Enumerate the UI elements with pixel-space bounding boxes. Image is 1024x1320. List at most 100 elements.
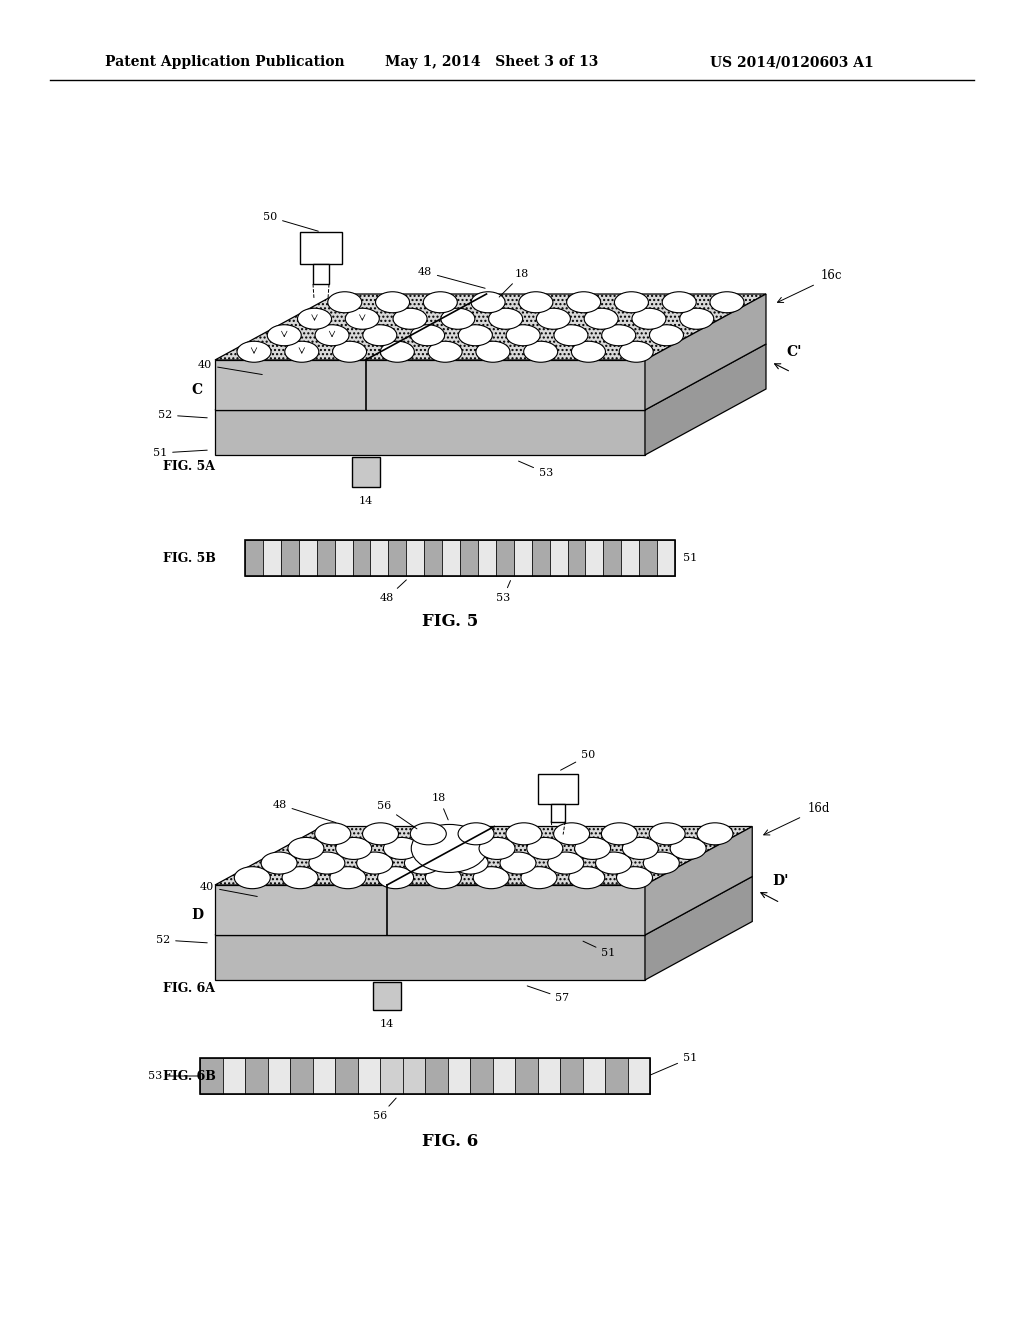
Bar bbox=[628, 1059, 650, 1094]
Text: US 2014/0120603 A1: US 2014/0120603 A1 bbox=[710, 55, 873, 69]
Polygon shape bbox=[215, 876, 753, 935]
Text: 51: 51 bbox=[153, 447, 207, 458]
Polygon shape bbox=[215, 826, 753, 884]
Bar bbox=[425, 1059, 447, 1094]
Text: FIG. 5B: FIG. 5B bbox=[163, 552, 216, 565]
Text: 48: 48 bbox=[380, 579, 407, 603]
Ellipse shape bbox=[411, 325, 444, 346]
Polygon shape bbox=[645, 294, 766, 411]
Bar bbox=[442, 540, 460, 576]
Ellipse shape bbox=[261, 853, 297, 874]
Text: 57: 57 bbox=[527, 986, 569, 1003]
Text: 51: 51 bbox=[683, 553, 697, 564]
Ellipse shape bbox=[500, 853, 536, 874]
Ellipse shape bbox=[506, 325, 540, 346]
Bar bbox=[560, 1059, 583, 1094]
Polygon shape bbox=[215, 884, 645, 935]
Bar bbox=[538, 1059, 560, 1094]
Ellipse shape bbox=[680, 309, 714, 329]
Text: C: C bbox=[191, 383, 203, 397]
Text: 52: 52 bbox=[156, 935, 207, 945]
Ellipse shape bbox=[285, 342, 318, 362]
Text: 40: 40 bbox=[200, 882, 257, 896]
Ellipse shape bbox=[237, 342, 271, 362]
Text: 48: 48 bbox=[272, 800, 336, 822]
Ellipse shape bbox=[643, 853, 679, 874]
Text: FIG. 5A: FIG. 5A bbox=[163, 459, 215, 473]
Ellipse shape bbox=[537, 309, 570, 329]
Bar bbox=[200, 1059, 650, 1094]
Ellipse shape bbox=[383, 837, 420, 859]
Polygon shape bbox=[215, 411, 645, 455]
Ellipse shape bbox=[616, 867, 652, 888]
Ellipse shape bbox=[649, 325, 683, 346]
Bar bbox=[478, 540, 496, 576]
Text: 53: 53 bbox=[147, 1071, 200, 1081]
Ellipse shape bbox=[519, 292, 553, 313]
Bar bbox=[407, 540, 424, 576]
Ellipse shape bbox=[488, 309, 522, 329]
Ellipse shape bbox=[356, 853, 392, 874]
Bar bbox=[267, 1059, 290, 1094]
Bar bbox=[351, 457, 380, 487]
Bar bbox=[603, 540, 622, 576]
Bar bbox=[380, 1059, 402, 1094]
Bar bbox=[639, 540, 657, 576]
Bar bbox=[402, 1059, 425, 1094]
Ellipse shape bbox=[523, 342, 558, 362]
Text: 53: 53 bbox=[518, 461, 553, 478]
Bar bbox=[657, 540, 675, 576]
Bar bbox=[460, 540, 478, 576]
Ellipse shape bbox=[309, 853, 345, 874]
Bar bbox=[447, 1059, 470, 1094]
Text: 48: 48 bbox=[418, 267, 485, 288]
Ellipse shape bbox=[282, 867, 318, 888]
Ellipse shape bbox=[459, 325, 493, 346]
Bar bbox=[539, 774, 579, 804]
Ellipse shape bbox=[425, 867, 462, 888]
Ellipse shape bbox=[697, 822, 733, 845]
Text: 14: 14 bbox=[380, 1019, 394, 1030]
Ellipse shape bbox=[411, 822, 446, 845]
Ellipse shape bbox=[571, 342, 605, 362]
Ellipse shape bbox=[288, 837, 324, 859]
Bar bbox=[531, 540, 550, 576]
Ellipse shape bbox=[404, 853, 440, 874]
Ellipse shape bbox=[620, 342, 653, 362]
Ellipse shape bbox=[458, 822, 494, 845]
Ellipse shape bbox=[362, 325, 397, 346]
Ellipse shape bbox=[710, 292, 744, 313]
Bar bbox=[550, 540, 567, 576]
Ellipse shape bbox=[423, 292, 458, 313]
Ellipse shape bbox=[584, 309, 618, 329]
Text: 50: 50 bbox=[263, 213, 318, 231]
Bar bbox=[263, 540, 281, 576]
Ellipse shape bbox=[314, 822, 351, 845]
Ellipse shape bbox=[476, 342, 510, 362]
Ellipse shape bbox=[336, 837, 372, 859]
Ellipse shape bbox=[330, 867, 366, 888]
Text: 18: 18 bbox=[432, 793, 449, 820]
Ellipse shape bbox=[632, 309, 666, 329]
Ellipse shape bbox=[506, 822, 542, 845]
Text: 52: 52 bbox=[158, 411, 207, 420]
Polygon shape bbox=[645, 345, 766, 455]
Text: 56: 56 bbox=[377, 801, 417, 829]
Ellipse shape bbox=[548, 853, 584, 874]
Bar bbox=[357, 1059, 380, 1094]
Ellipse shape bbox=[412, 825, 487, 873]
Text: 40: 40 bbox=[198, 360, 262, 375]
Polygon shape bbox=[215, 345, 766, 411]
Text: 14: 14 bbox=[358, 496, 373, 506]
Ellipse shape bbox=[670, 837, 707, 859]
Text: D': D' bbox=[772, 874, 788, 888]
Ellipse shape bbox=[663, 292, 696, 313]
Bar bbox=[605, 1059, 628, 1094]
Text: 18: 18 bbox=[499, 269, 529, 297]
Bar bbox=[371, 540, 388, 576]
Ellipse shape bbox=[601, 822, 637, 845]
Ellipse shape bbox=[393, 309, 427, 329]
Bar bbox=[373, 982, 401, 1010]
Ellipse shape bbox=[649, 822, 685, 845]
Ellipse shape bbox=[623, 837, 658, 859]
